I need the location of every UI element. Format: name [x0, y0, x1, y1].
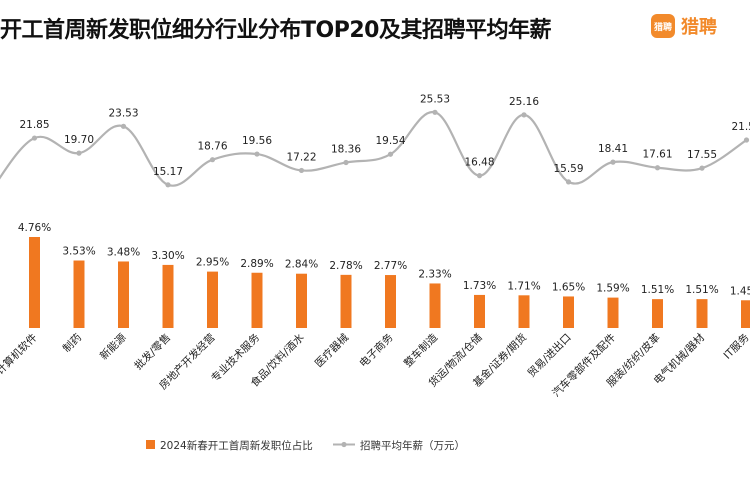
bar-value-label-16: 1.51% [685, 284, 718, 296]
bar-value-label-7: 2.84% [285, 259, 318, 271]
salary-value-label-13: 15.59 [553, 163, 583, 175]
bar-value-label-11: 1.73% [463, 280, 496, 292]
salary-value-label-17: 21.57 [731, 121, 750, 133]
salary-point-11 [476, 173, 483, 179]
salary-value-label-8: 18.36 [331, 143, 361, 155]
logo-icon: 猎聘 [651, 14, 675, 38]
bar-7 [296, 273, 307, 328]
salary-value-label-3: 23.53 [108, 107, 138, 119]
category-label-2: 制药 [60, 331, 84, 355]
salary-value-label-7: 17.22 [286, 151, 316, 163]
salary-value-label-11: 16.48 [464, 157, 494, 169]
bar-value-label-2: 3.53% [62, 246, 95, 258]
bar-6 [251, 272, 263, 328]
bar-3 [118, 261, 129, 328]
bar-value-label-9: 2.77% [374, 260, 407, 272]
salary-point-14 [610, 159, 616, 165]
bar-value-label-1: 4.76% [18, 222, 51, 234]
bar-value-label-17: 1.45% [730, 285, 750, 297]
legend-bar-swatch [146, 440, 155, 449]
salary-point-5 [209, 157, 216, 163]
bar-11 [474, 294, 485, 328]
bar-value-label-6: 2.89% [240, 258, 273, 270]
category-label-10: 整车制造 [401, 331, 440, 370]
salary-point-12 [521, 112, 527, 118]
salary-point-16 [699, 165, 705, 171]
salary-point-6 [254, 151, 260, 157]
bar-14 [607, 297, 619, 328]
category-label-1: 计算机软件 [0, 331, 40, 377]
bar-4 [162, 264, 174, 328]
salary-point-2 [76, 150, 82, 156]
salary-point-15 [654, 165, 661, 171]
legend-bar-label: 2024新春开工首周新发职位占比 [160, 439, 313, 452]
category-label-9: 电子商务 [357, 331, 396, 370]
bar-10 [429, 283, 441, 328]
bar-17 [741, 300, 750, 328]
category-label-4: 批发/零售 [132, 331, 173, 372]
bar-2 [73, 260, 85, 328]
bar-value-label-15: 1.51% [641, 284, 674, 296]
bar-value-label-4: 3.30% [151, 250, 184, 262]
salary-point-10 [432, 109, 438, 115]
bar-16 [696, 299, 708, 328]
bar-1 [29, 237, 40, 328]
category-label-3: 新能源 [97, 331, 129, 363]
bar-value-label-12: 1.71% [507, 280, 540, 292]
salary-point-7 [298, 167, 305, 174]
salary-value-label-10: 25.53 [420, 93, 450, 105]
salary-value-label-4: 15.17 [153, 166, 183, 178]
salary-point-4 [165, 182, 171, 188]
bar-8 [340, 274, 352, 328]
bar-15 [652, 299, 663, 328]
salary-point-3 [120, 123, 127, 129]
salary-value-label-12: 25.16 [509, 96, 539, 108]
bar-12 [518, 295, 530, 328]
salary-point-8 [343, 159, 349, 166]
bar-value-label-8: 2.78% [329, 260, 362, 272]
salary-value-label-15: 17.61 [642, 149, 672, 161]
bar-value-label-10: 2.33% [418, 268, 451, 280]
bar-value-label-5: 2.95% [196, 257, 229, 269]
category-label-17: IT服务 [721, 331, 750, 362]
salary-point-1 [31, 135, 38, 141]
bar-5 [207, 271, 218, 328]
salary-point-13 [565, 179, 572, 185]
legend-line-label: 招聘平均年薪（万元） [360, 439, 465, 452]
salary-line [0, 111, 748, 187]
chart-title: 开工首周新发职位细分行业分布TOP20及其招聘平均年薪 [0, 18, 551, 43]
category-label-13: 贸易/进出口 [525, 331, 574, 380]
salary-point-9 [387, 151, 394, 157]
brand-logo: 猎聘 猎聘 [651, 13, 717, 39]
category-label-8: 医疗器械 [312, 331, 351, 370]
salary-value-label-9: 19.54 [375, 135, 405, 147]
bar-value-label-14: 1.59% [596, 283, 629, 295]
brand-name: 猎聘 [681, 17, 717, 38]
bar-13 [563, 296, 574, 328]
salary-value-label-16: 17.55 [687, 149, 717, 161]
salary-value-label-2: 19.70 [64, 134, 94, 146]
salary-point-17 [743, 137, 750, 143]
bar-value-label-13: 1.65% [552, 281, 585, 293]
bar-value-label-3: 3.48% [107, 246, 140, 258]
salary-value-label-5: 18.76 [197, 141, 227, 153]
salary-value-label-1: 21.85 [19, 119, 49, 131]
bar-9 [385, 275, 396, 328]
legend-line-marker [341, 441, 347, 448]
salary-value-label-6: 19.56 [242, 135, 272, 147]
salary-value-label-14: 18.41 [598, 143, 628, 155]
